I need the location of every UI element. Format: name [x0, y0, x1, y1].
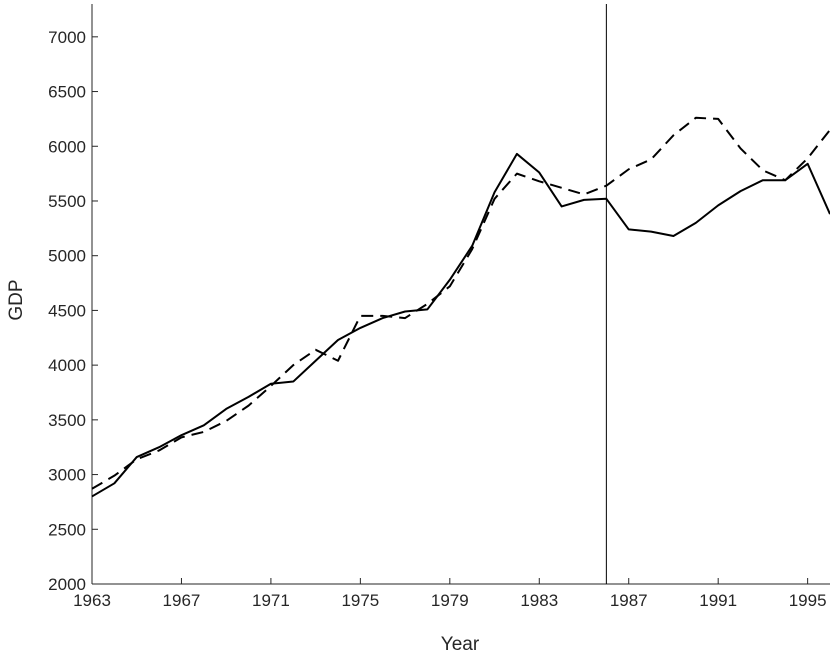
tick-labels-layer: 1963 1967 1971 1975 1979 1983 1987 1991 1995 2000…	[48, 28, 826, 610]
y-tick-label: 2500	[48, 520, 86, 539]
series-line-solid	[91, 152, 830, 498]
x-axis-title: Year	[441, 634, 480, 654]
y-tick-label: 6000	[48, 137, 86, 156]
y-tick-label: 4500	[48, 301, 86, 320]
series-line-dashed	[91, 116, 830, 490]
y-tick-label: 3000	[48, 466, 86, 485]
y-tick-label: 6500	[48, 83, 86, 102]
y-tick-label: 3500	[48, 411, 86, 430]
y-tick-label: 4000	[48, 356, 86, 375]
x-tick-label: 1995	[789, 591, 827, 610]
x-tick-label: 1971	[252, 591, 290, 610]
x-tick-label: 1987	[610, 591, 648, 610]
x-tick-label: 1979	[431, 591, 469, 610]
y-tick-label: 5500	[48, 192, 86, 211]
y-tick-label: 7000	[48, 28, 86, 47]
axes	[91, 4, 830, 585]
x-tick-label: 1991	[699, 591, 737, 610]
x-tick-label: 1975	[341, 591, 379, 610]
x-tick-label: 1963	[73, 591, 111, 610]
y-tick-label: 5000	[48, 247, 86, 266]
y-tick-label: 2000	[48, 575, 86, 594]
x-tick-label: 1967	[163, 591, 201, 610]
y-axis-title: GDP	[6, 279, 27, 320]
x-tick-label: 1983	[520, 591, 558, 610]
series-layer	[91, 116, 830, 498]
